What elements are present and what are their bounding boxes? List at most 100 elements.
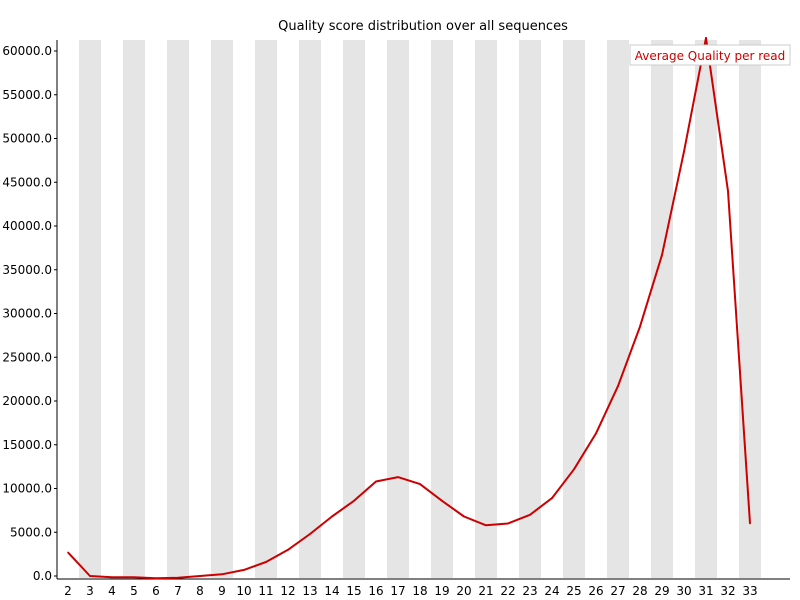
data-point (287, 548, 289, 551)
y-tick-label: 45000.0 (2, 175, 52, 189)
x-band (563, 40, 585, 578)
x-tick-label: 28 (632, 584, 647, 598)
x-tick-label: 29 (654, 584, 669, 598)
y-tick-label: 10000.0 (2, 482, 52, 496)
x-tick-label: 22 (500, 584, 515, 598)
data-point (397, 476, 399, 478)
x-band (343, 40, 365, 578)
x-band (387, 40, 409, 578)
x-tick-label: 31 (698, 584, 713, 598)
y-tick-label: 30000.0 (2, 307, 52, 321)
series-layer (67, 36, 751, 580)
y-tick-label: 25000.0 (2, 350, 52, 364)
y-tick-label: 15000.0 (2, 438, 52, 452)
x-band (519, 40, 541, 578)
y-tick-label: 55000.0 (2, 88, 52, 102)
x-tick-label: 12 (280, 584, 295, 598)
x-tick-label: 4 (108, 584, 116, 598)
data-point (573, 468, 575, 471)
x-tick-label: 26 (588, 584, 603, 598)
x-tick-label: 10 (236, 584, 251, 598)
x-tick-label: 7 (174, 584, 182, 598)
y-axis-ticks: 0.0 5000.0 10000.0 15000.0 20000.0 25000.0 300… (2, 44, 57, 583)
data-point (177, 576, 179, 579)
x-tick-label: 16 (368, 584, 383, 598)
x-tick-label: 13 (302, 584, 317, 598)
legend-box (629, 44, 791, 66)
x-band (739, 40, 761, 578)
data-point (661, 254, 663, 256)
series-line (67, 36, 751, 580)
data-point (243, 569, 245, 571)
x-band (79, 40, 101, 578)
x-tick-label: 21 (478, 584, 493, 598)
data-point (133, 576, 135, 579)
chart-title: Quality score distribution over all sequ… (278, 19, 568, 34)
y-tick-label: 35000.0 (2, 263, 52, 277)
data-point (485, 524, 487, 527)
x-tick-label: 15 (346, 584, 361, 598)
data-point (419, 483, 421, 485)
data-point (529, 513, 531, 516)
x-band (651, 40, 673, 578)
x-band (123, 40, 145, 578)
data-point (705, 37, 707, 39)
x-band (475, 40, 497, 578)
x-band (211, 40, 233, 578)
data-point (507, 522, 509, 525)
y-tick-label: 20000.0 (2, 394, 52, 408)
x-tick-label: 25 (566, 584, 581, 598)
x-tick-label: 9 (218, 584, 226, 598)
data-point (463, 515, 465, 518)
x-tick-label: 14 (324, 584, 339, 598)
axes (56, 40, 790, 580)
x-band (299, 40, 321, 578)
data-point (617, 385, 619, 387)
data-point (155, 577, 157, 579)
x-tick-label: 24 (544, 584, 559, 598)
x-band (695, 40, 717, 578)
x-tick-label: 3 (86, 584, 94, 598)
data-point (199, 575, 201, 577)
x-tick-label: 8 (196, 584, 204, 598)
legend-label: Average Quality per read (635, 49, 786, 63)
y-tick-label: 50000.0 (2, 132, 52, 146)
x-tick-label: 32 (720, 584, 735, 598)
y-tick-label: 0.0 (33, 569, 52, 583)
x-tick-label: 23 (522, 584, 537, 598)
data-point (375, 480, 377, 483)
x-band (607, 40, 629, 578)
data-point (727, 190, 729, 192)
data-point (683, 150, 685, 153)
data-point (639, 325, 641, 328)
data-point (309, 533, 311, 535)
x-tick-label: 30 (676, 584, 691, 598)
y-tick-label: 5000.0 (10, 525, 52, 539)
x-axis-ticks: 2 3 4 5 6 7 8 9 10 11 12 13 14 15 16 17 18 19 20 21 22 23 24 25… (64, 584, 757, 598)
data-point (353, 499, 355, 502)
x-tick-label: 2 (64, 584, 72, 598)
x-tick-label: 19 (434, 584, 449, 598)
data-point (441, 499, 443, 502)
alternating-bands (79, 40, 761, 578)
y-tick-label: 40000.0 (2, 219, 52, 233)
y-tick-label: 60000.0 (2, 44, 52, 58)
x-band (255, 40, 277, 578)
x-band (431, 40, 453, 578)
legend: Average Quality per read (629, 44, 791, 66)
x-tick-label: 33 (742, 584, 757, 598)
data-point (595, 432, 597, 435)
data-point (551, 497, 553, 499)
x-tick-label: 27 (610, 584, 625, 598)
data-point (265, 561, 267, 563)
data-point (331, 515, 333, 518)
x-tick-label: 11 (258, 584, 273, 598)
data-point (111, 576, 113, 579)
x-tick-label: 5 (130, 584, 138, 598)
x-tick-label: 20 (456, 584, 471, 598)
data-point (67, 551, 69, 554)
x-band (167, 40, 189, 578)
data-point (89, 575, 91, 577)
x-tick-label: 17 (390, 584, 405, 598)
